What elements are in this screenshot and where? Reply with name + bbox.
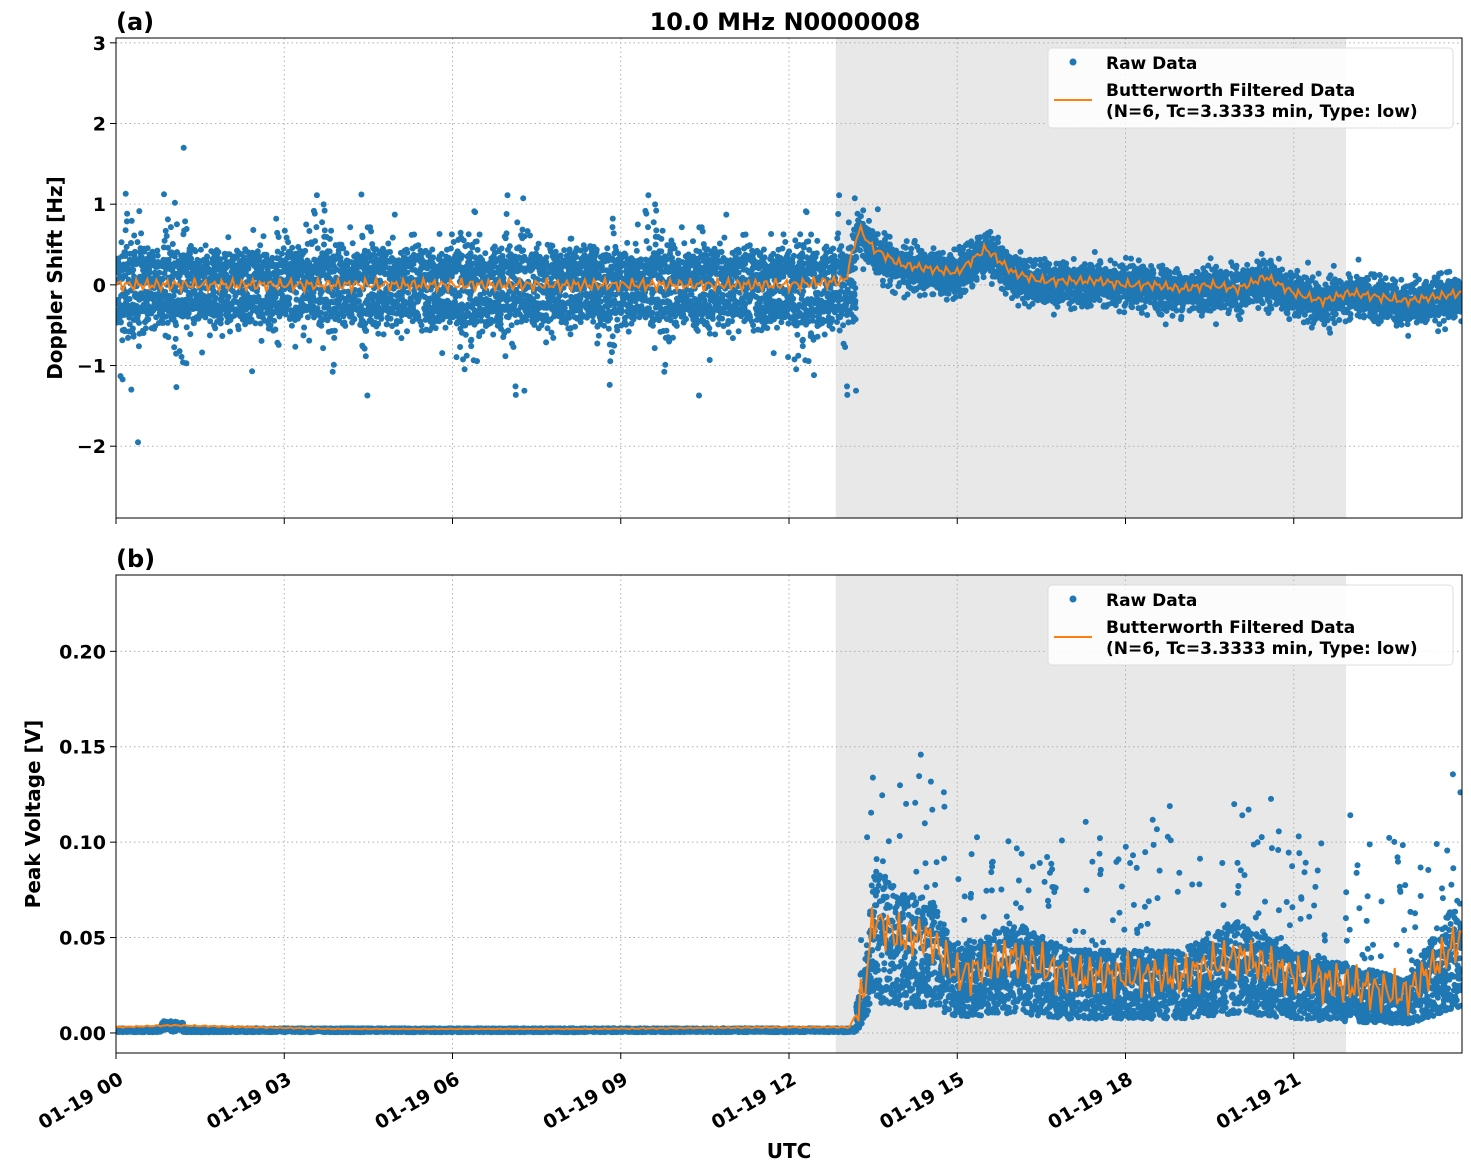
legend-filtered-label: Butterworth Filtered Data bbox=[1106, 81, 1355, 101]
x-tick-label: 01-19 18 bbox=[1044, 1068, 1136, 1134]
y-tick-label: 0.10 bbox=[59, 832, 106, 854]
legend-raw-label: Raw Data bbox=[1106, 54, 1197, 74]
y-tick-label: 1 bbox=[93, 194, 106, 216]
chart-title: 10.0 MHz N0000008 bbox=[650, 8, 921, 36]
x-tick-label: 01-19 03 bbox=[203, 1068, 295, 1134]
x-axis-label: UTC bbox=[767, 1139, 812, 1163]
x-tick-label: 01-19 21 bbox=[1213, 1068, 1305, 1134]
x-tick-label: 01-19 15 bbox=[876, 1068, 968, 1134]
y-tick-label: 0.15 bbox=[59, 737, 106, 759]
x-tick-label: 01-19 09 bbox=[540, 1068, 632, 1134]
y-tick-label: −1 bbox=[77, 356, 106, 378]
y-tick-label: 0.20 bbox=[59, 641, 106, 663]
panel-label-a: (a) bbox=[116, 8, 154, 36]
y-tick-label: 3 bbox=[93, 33, 106, 55]
legend-filtered-label: Butterworth Filtered Data bbox=[1106, 618, 1355, 638]
y-axis-label-b: Peak Voltage [V] bbox=[21, 720, 45, 909]
y-tick-label: 0 bbox=[93, 275, 106, 297]
x-tick-label: 01-19 12 bbox=[708, 1068, 800, 1134]
y-tick-label: 2 bbox=[93, 114, 106, 136]
legend-raw-marker bbox=[1070, 596, 1077, 603]
x-tick-label: 01-19 00 bbox=[35, 1068, 127, 1134]
panel-a: −2 −1 0 1 2 3 Raw Data Butterworth Filtered Dat… bbox=[77, 33, 1465, 524]
y-tick-label: 0.05 bbox=[59, 928, 106, 950]
legend-filtered-params: (N=6, Tc=3.3333 min, Type: low) bbox=[1106, 639, 1418, 659]
legend-raw-label: Raw Data bbox=[1106, 591, 1197, 611]
legend-filtered-params: (N=6, Tc=3.3333 min, Type: low) bbox=[1106, 102, 1418, 122]
legend-raw-marker bbox=[1070, 59, 1077, 66]
x-tick-label: 01-19 06 bbox=[371, 1068, 463, 1134]
panel-label-b: (b) bbox=[116, 545, 155, 573]
y-tick-label: −2 bbox=[77, 436, 106, 458]
panel-b: 0.00 0.05 0.10 0.15 0.20 Raw Data Butterworth … bbox=[35, 575, 1465, 1134]
y-axis-label-a: Doppler Shift [Hz] bbox=[43, 176, 67, 380]
y-tick-label: 0.00 bbox=[59, 1023, 106, 1045]
